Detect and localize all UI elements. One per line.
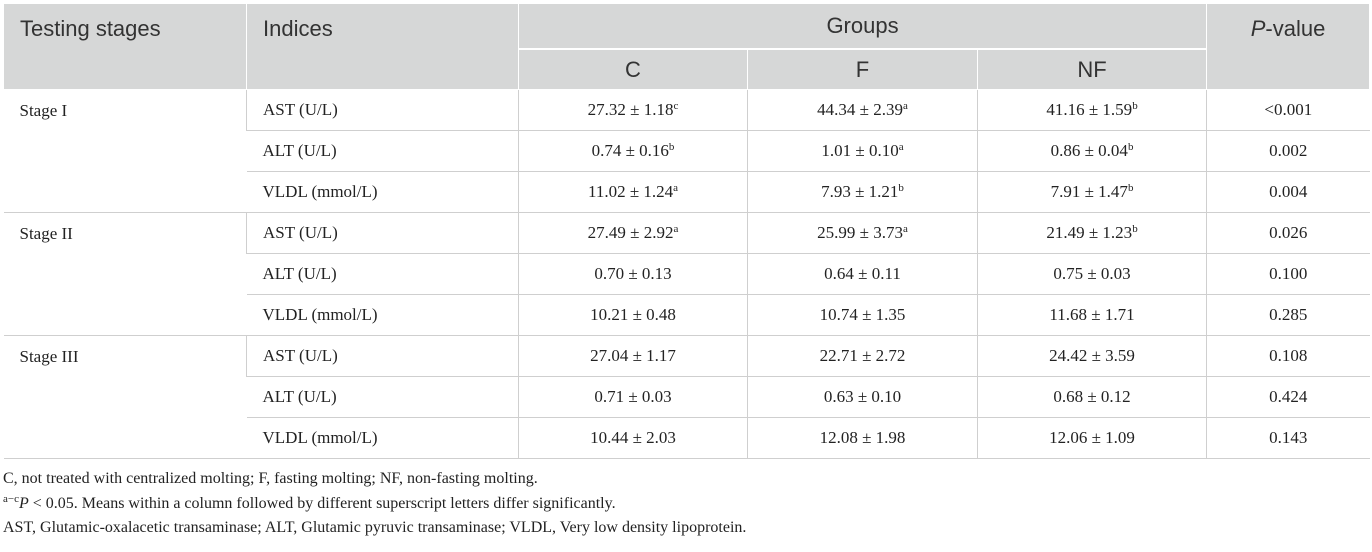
- footnote-significance: a−cP < 0.05. Means within a column follo…: [3, 492, 616, 512]
- value-c: 0.70 ± 0.13: [518, 253, 748, 295]
- value-c: 0.71 ± 0.03: [518, 376, 748, 418]
- p-value: 0.004: [1206, 171, 1370, 213]
- table-row: VLDL (mmol/L) 11.02 ± 1.24a 7.93 ± 1.21b…: [4, 171, 1370, 213]
- index-label: AST (U/L): [246, 89, 519, 131]
- value-nf: 11.68 ± 1.71: [976, 294, 1207, 336]
- table-row: Stage I AST (U/L) 27.32 ± 1.18c 44.34 ± …: [3, 89, 1370, 213]
- value-f: 25.99 ± 3.73a: [747, 212, 978, 254]
- p-value: <0.001: [1206, 89, 1370, 131]
- header-group-f: F: [747, 48, 978, 90]
- value-f: 1.01 ± 0.10a: [747, 130, 978, 172]
- value-c: 10.21 ± 0.48: [518, 294, 748, 336]
- value-nf: 21.49 ± 1.23b: [976, 212, 1207, 254]
- value-f: 12.08 ± 1.98: [747, 417, 978, 459]
- table-row: VLDL (mmol/L) 10.44 ± 2.03 12.08 ± 1.98 …: [4, 417, 1370, 459]
- header-testing-stages: Testing stages: [3, 3, 247, 90]
- index-label: ALT (U/L): [246, 130, 519, 172]
- index-label: VLDL (mmol/L): [246, 294, 519, 336]
- value-nf: 0.86 ± 0.04b: [976, 130, 1207, 172]
- value-f: 22.71 ± 2.72: [747, 335, 978, 377]
- value-f: 10.74 ± 1.35: [747, 294, 978, 336]
- p-value: 0.100: [1206, 253, 1370, 295]
- table-body: Stage I AST (U/L) 27.32 ± 1.18c 44.34 ± …: [3, 89, 1370, 459]
- index-label: AST (U/L): [246, 335, 519, 377]
- table-row: VLDL (mmol/L) 10.21 ± 0.48 10.74 ± 1.35 …: [4, 294, 1370, 336]
- index-label: ALT (U/L): [246, 376, 519, 418]
- index-label: VLDL (mmol/L): [246, 171, 519, 213]
- value-nf: 12.06 ± 1.09: [976, 417, 1207, 459]
- value-f: 7.93 ± 1.21b: [747, 171, 978, 213]
- value-c: 27.49 ± 2.92a: [518, 212, 748, 254]
- value-nf: 41.16 ± 1.59b: [976, 89, 1207, 131]
- value-nf: 0.68 ± 0.12: [976, 376, 1207, 418]
- p-value: 0.143: [1206, 417, 1370, 459]
- table-footnotes: C, not treated with centralized molting;…: [3, 467, 1369, 541]
- value-nf: 7.91 ± 1.47b: [976, 171, 1207, 213]
- table-header: Testing stages Indices Groups P-value C …: [3, 3, 1371, 90]
- p-value: 0.026: [1206, 212, 1370, 254]
- header-groups: Groups: [517, 3, 1208, 50]
- value-c: 0.74 ± 0.16b: [518, 130, 748, 172]
- footnote-abbreviations: AST, Glutamic-oxalacetic transaminase; A…: [3, 519, 747, 536]
- footnote-groups: C, not treated with centralized molting;…: [3, 470, 538, 487]
- stage-label: Stage I: [3, 89, 247, 213]
- value-c: 27.32 ± 1.18c: [518, 89, 748, 131]
- value-c: 11.02 ± 1.24a: [518, 171, 748, 213]
- index-label: ALT (U/L): [246, 253, 519, 295]
- stage-label: Stage III: [3, 335, 247, 459]
- header-group-nf: NF: [976, 48, 1208, 90]
- table-row: ALT (U/L) 0.70 ± 0.13 0.64 ± 0.11 0.75 ±…: [4, 253, 1370, 295]
- value-c: 10.44 ± 2.03: [518, 417, 748, 459]
- table-container: Testing stages Indices Groups P-value C …: [3, 3, 1371, 541]
- header-p-value: P-value: [1206, 3, 1371, 90]
- value-f: 44.34 ± 2.39a: [747, 89, 978, 131]
- header-group-c: C: [518, 48, 748, 90]
- p-value: 0.285: [1206, 294, 1370, 336]
- table-row: ALT (U/L) 0.71 ± 0.03 0.63 ± 0.10 0.68 ±…: [4, 376, 1370, 418]
- value-f: 0.64 ± 0.11: [747, 253, 978, 295]
- stage-label: Stage II: [3, 212, 247, 336]
- table-row: Stage II AST (U/L) 27.49 ± 2.92a 25.99 ±…: [3, 212, 1370, 336]
- value-c: 27.04 ± 1.17: [518, 335, 748, 377]
- p-value: 0.424: [1206, 376, 1370, 418]
- index-label: AST (U/L): [246, 212, 519, 254]
- table-row: ALT (U/L) 0.74 ± 0.16b 1.01 ± 0.10a 0.86…: [4, 130, 1370, 172]
- value-nf: 24.42 ± 3.59: [976, 335, 1207, 377]
- results-table: Testing stages Indices Groups P-value C …: [3, 3, 1371, 459]
- value-nf: 0.75 ± 0.03: [976, 253, 1207, 295]
- header-indices: Indices: [246, 3, 519, 90]
- p-value: 0.108: [1206, 335, 1370, 377]
- p-value: 0.002: [1206, 130, 1370, 172]
- table-row: Stage III AST (U/L) 27.04 ± 1.17 22.71 ±…: [3, 335, 1370, 459]
- index-label: VLDL (mmol/L): [246, 417, 519, 459]
- value-f: 0.63 ± 0.10: [747, 376, 978, 418]
